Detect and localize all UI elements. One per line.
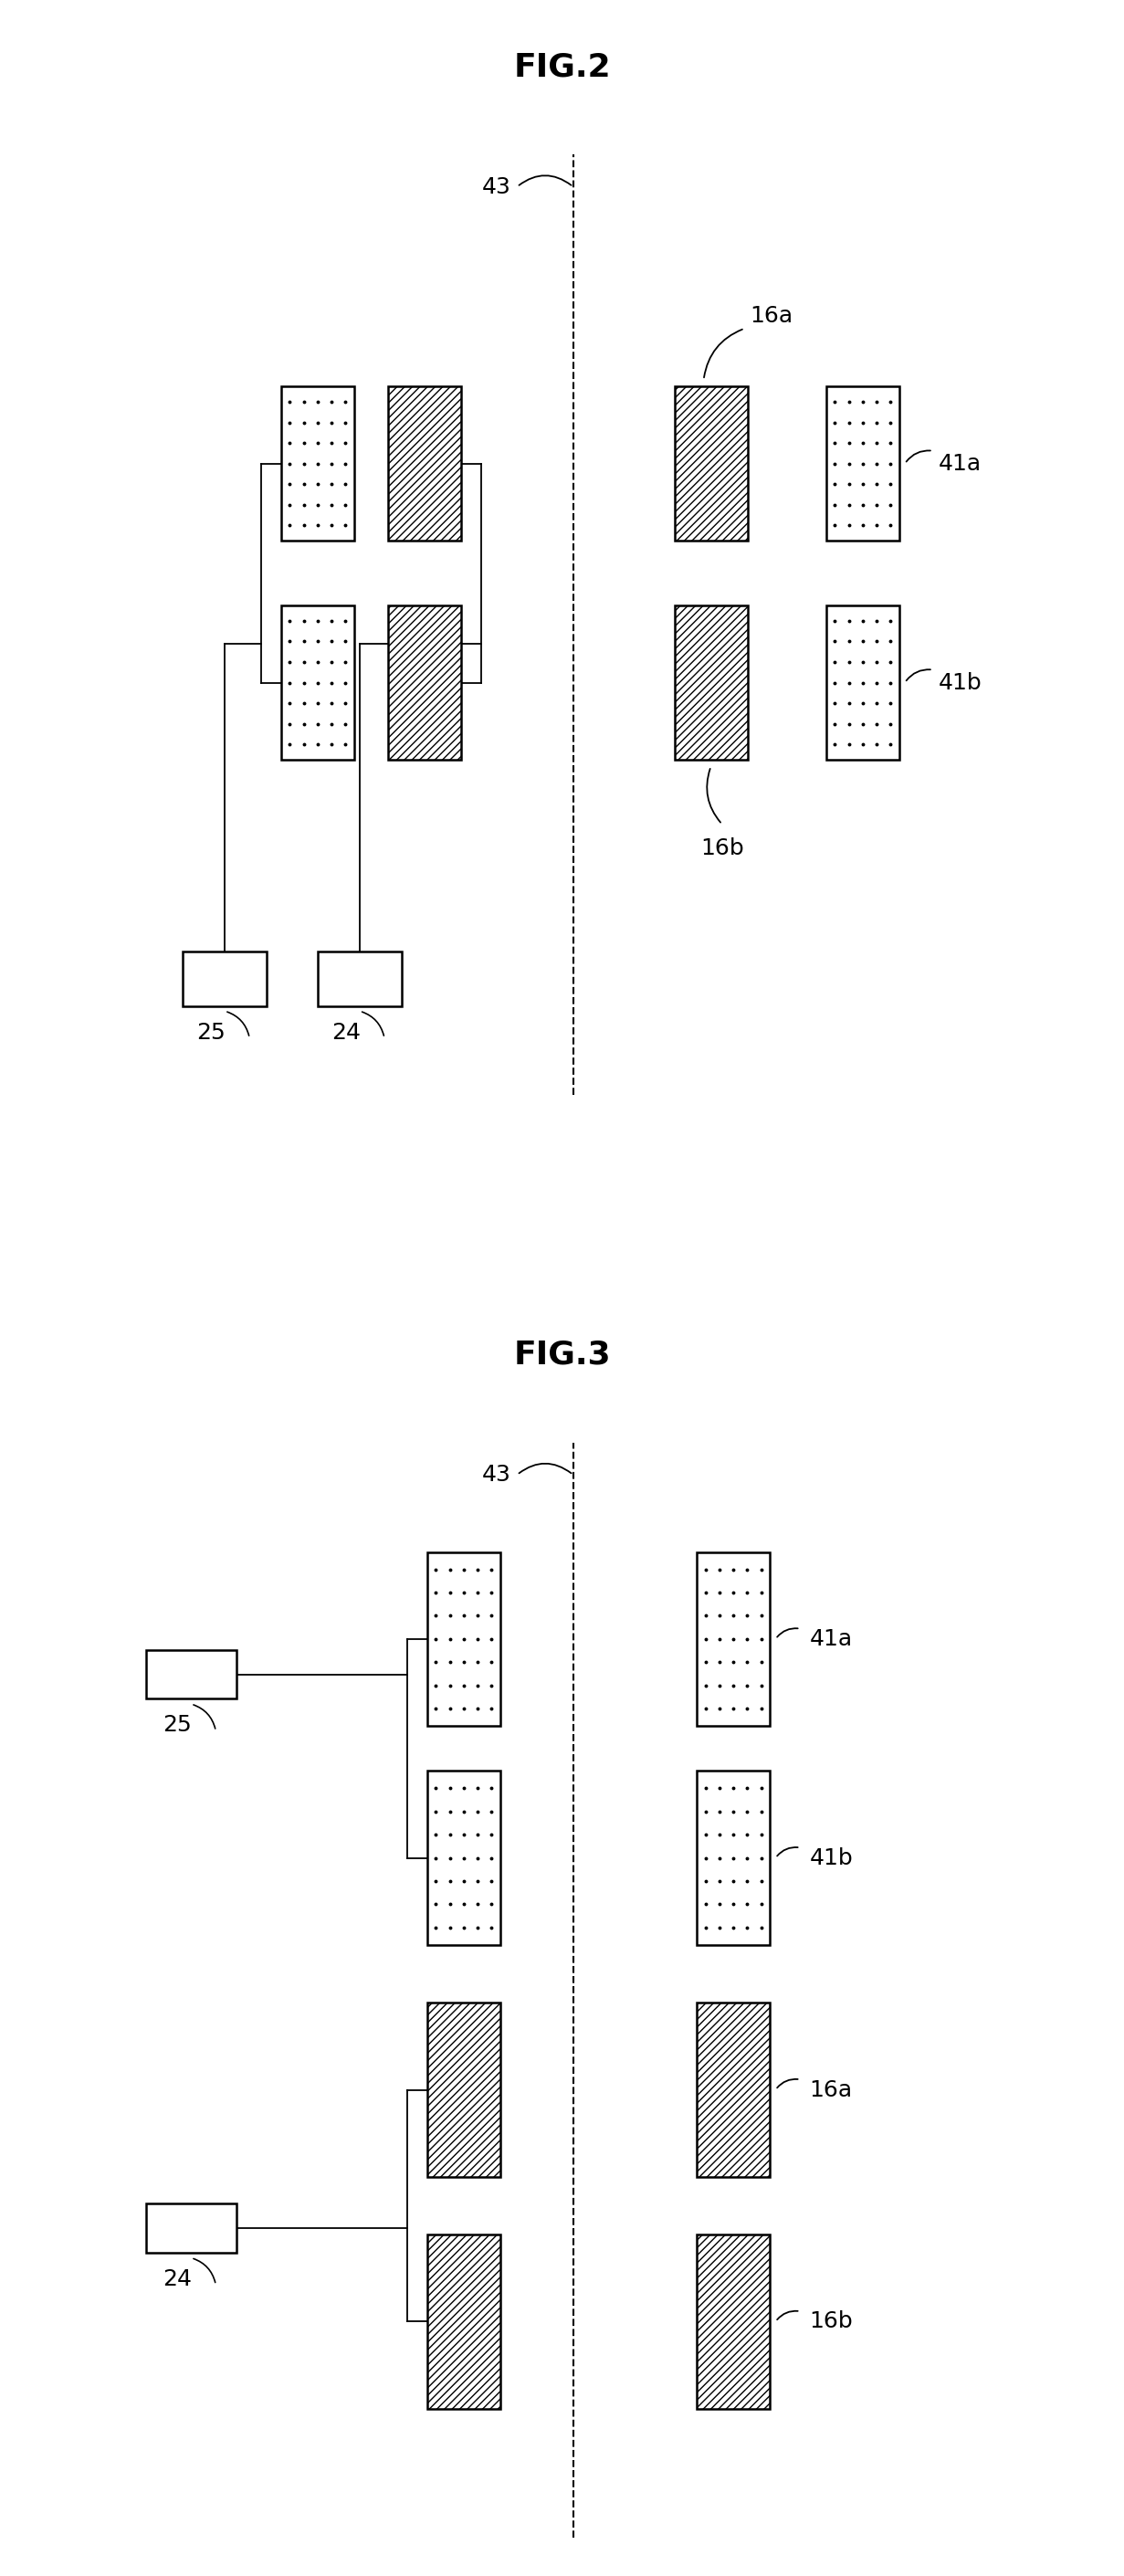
- Text: 25: 25: [163, 1716, 192, 1736]
- Bar: [281, 386, 354, 541]
- Bar: [388, 386, 461, 541]
- Text: 16b: 16b: [700, 837, 744, 860]
- Text: 41b: 41b: [939, 672, 982, 693]
- Text: 43: 43: [482, 1463, 511, 1486]
- Bar: [697, 2004, 770, 2177]
- Bar: [697, 1772, 770, 1945]
- Text: 16a: 16a: [751, 304, 794, 327]
- Text: 41a: 41a: [809, 1628, 852, 1651]
- Text: 24: 24: [332, 1020, 361, 1043]
- Bar: [427, 1772, 500, 1945]
- Bar: [427, 2004, 500, 2177]
- Text: FIG.3: FIG.3: [514, 1340, 610, 1370]
- Text: 25: 25: [197, 1020, 226, 1043]
- Bar: [826, 386, 899, 541]
- Bar: [427, 1551, 500, 1726]
- Bar: [146, 2202, 236, 2251]
- Bar: [146, 1651, 236, 1700]
- Text: 24: 24: [163, 2267, 192, 2290]
- Bar: [674, 605, 747, 760]
- Bar: [318, 953, 402, 1005]
- Bar: [388, 605, 461, 760]
- Bar: [697, 2233, 770, 2409]
- Text: 43: 43: [482, 175, 511, 198]
- Bar: [697, 1551, 770, 1726]
- Bar: [281, 605, 354, 760]
- Text: 41b: 41b: [809, 1847, 853, 1870]
- Bar: [427, 2233, 500, 2409]
- Bar: [182, 953, 268, 1005]
- Bar: [826, 605, 899, 760]
- Text: 16b: 16b: [809, 2311, 853, 2334]
- Bar: [674, 386, 747, 541]
- Text: 41a: 41a: [939, 453, 981, 474]
- Text: 16a: 16a: [809, 2079, 852, 2102]
- Text: FIG.2: FIG.2: [514, 52, 610, 82]
